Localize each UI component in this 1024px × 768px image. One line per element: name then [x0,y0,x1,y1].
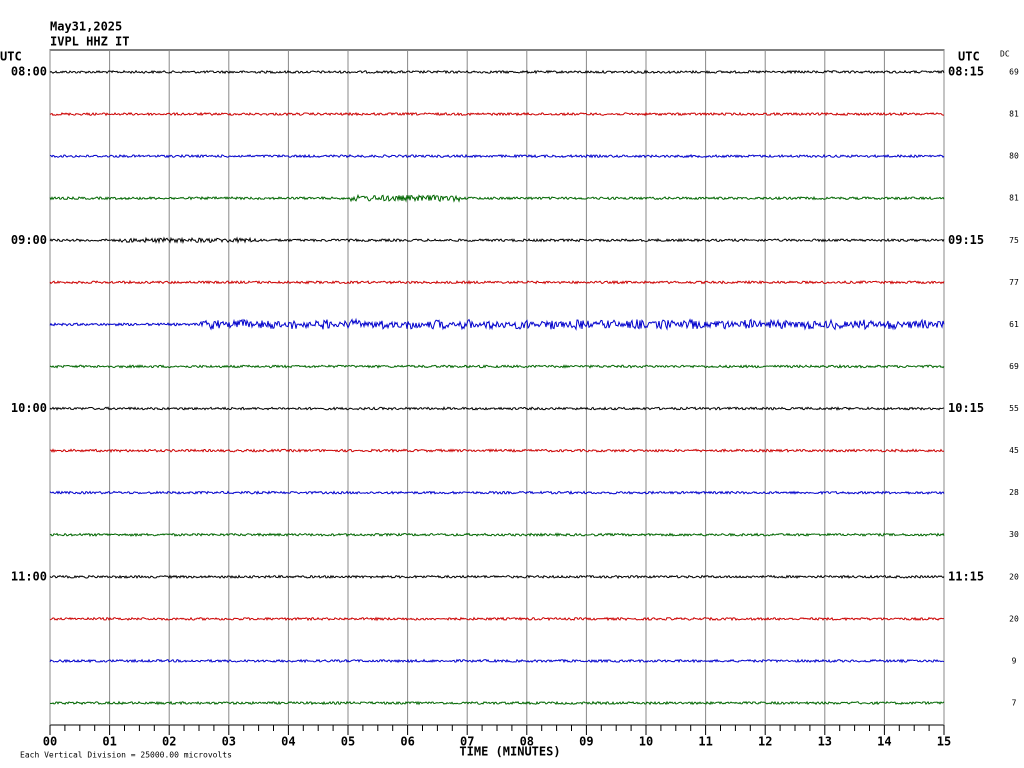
hour-left: 11:00 [11,569,47,583]
hour-left: 09:00 [11,233,47,247]
x-tick-label: 01 [102,735,116,749]
x-tick-label: 15 [937,735,951,749]
x-axis-title: TIME (MINUTES) [459,745,560,759]
trace [49,111,944,117]
hour-right: 08:15 [948,65,984,79]
x-tick-label: 00 [43,735,57,749]
trace [49,364,945,369]
trace [49,236,945,244]
dc-value: 9 [1012,656,1017,665]
x-tick-label: 07 [460,735,474,749]
dc-value: 81 [1009,194,1019,203]
dc-value: 20 [1009,572,1019,581]
x-tick-label: 12 [758,735,772,749]
dc-value: 7 [1012,699,1017,708]
x-tick-label: 06 [400,735,414,749]
x-tick-label: 05 [341,735,355,749]
trace [49,490,945,496]
x-tick-label: 09 [579,735,593,749]
dc-value: 30 [1009,530,1019,539]
hour-right: 10:15 [948,401,984,415]
hour-left: 08:00 [11,65,47,79]
trace [49,700,945,706]
trace [49,69,945,75]
dc-value: 80 [1009,152,1019,161]
x-tick-label: 14 [877,735,891,749]
x-tick-label: 04 [281,735,295,749]
dc-value: 69 [1009,362,1019,371]
dc-label: DC [1000,50,1010,59]
hour-right: 11:15 [948,569,984,583]
trace [49,317,945,331]
x-tick-label: 03 [222,735,236,749]
footer-note: Each Vertical Division = 25000.00 microv… [20,751,232,760]
dc-value: 20 [1009,614,1019,623]
x-tick-label: 11 [698,735,712,749]
hour-left: 10:00 [11,401,47,415]
trace [50,448,945,453]
dc-value: 55 [1009,404,1019,413]
utc-right: UTC [958,50,980,64]
dc-value: 75 [1009,236,1019,245]
utc-left: UTC [0,50,22,64]
dc-value: 61 [1009,320,1019,329]
hour-right: 09:15 [948,233,984,247]
dc-value: 77 [1009,278,1019,287]
x-tick-label: 02 [162,735,176,749]
x-tick-label: 10 [639,735,653,749]
trace [49,574,945,580]
dc-value: 45 [1009,446,1019,455]
trace [49,532,945,538]
dc-value: 81 [1009,110,1019,119]
trace [49,658,945,664]
x-tick-label: 13 [818,735,832,749]
trace [49,616,944,622]
dc-value: 28 [1009,488,1019,497]
plot-frame [49,49,945,726]
station: IVPL HHZ IT [50,35,129,49]
trace [49,153,945,159]
date: May31,2025 [50,20,122,34]
trace [49,406,945,411]
x-tick-label: 08 [520,735,534,749]
trace [49,193,945,203]
trace [49,279,945,285]
dc-value: 69 [1009,68,1019,77]
